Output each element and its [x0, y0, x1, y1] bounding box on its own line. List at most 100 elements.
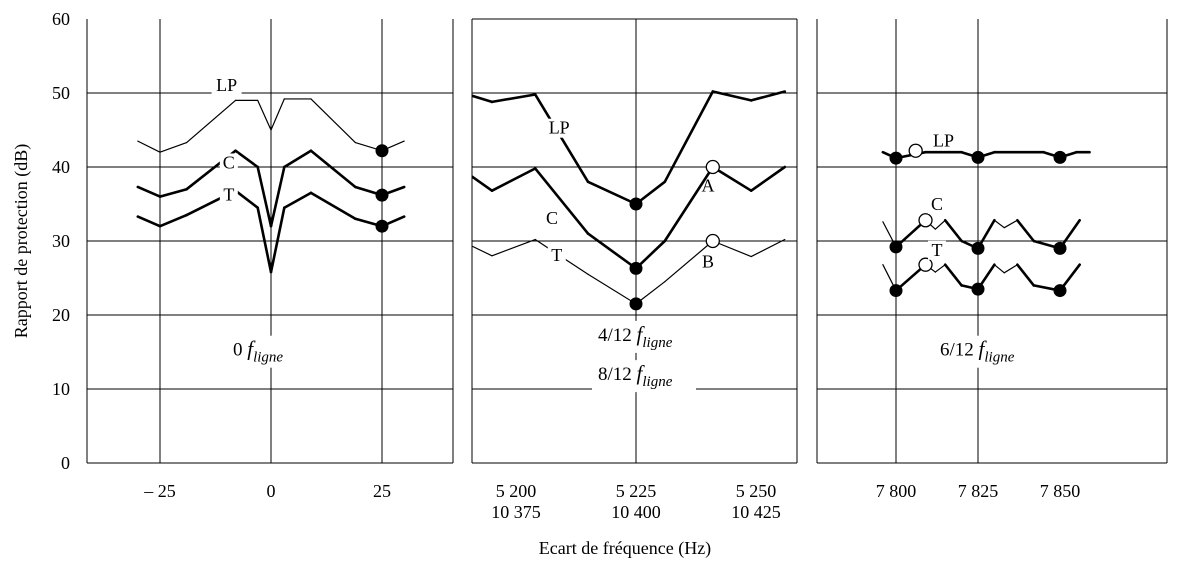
open-marker — [918, 213, 933, 228]
series-segment — [749, 165, 787, 192]
series-label-bg — [544, 118, 575, 138]
series-segment — [993, 219, 1005, 229]
series-label-lp: LP — [216, 75, 237, 95]
y-tick-label: 0 — [61, 453, 70, 473]
filled-marker — [629, 261, 643, 275]
filled-marker — [1053, 284, 1067, 298]
x-tick-label: 7 800 — [876, 481, 917, 501]
frequency-note: 4/12 fligne — [598, 322, 673, 351]
series-segment — [309, 149, 357, 189]
open-marker — [908, 143, 923, 158]
x-tick-label: 5 200 — [496, 481, 537, 501]
series-segment — [586, 180, 638, 206]
series-segment — [749, 90, 787, 102]
filled-marker — [971, 150, 985, 164]
note-subscript: ligne — [642, 335, 672, 351]
series-segment — [1016, 218, 1036, 243]
series-label-lp: LP — [549, 118, 570, 138]
series-segment — [472, 174, 494, 192]
series-segment — [159, 141, 188, 153]
grid-layer — [86, 18, 1168, 464]
annotation-b: B — [702, 252, 714, 272]
series-segment — [283, 149, 313, 169]
annotation-a: A — [702, 176, 715, 196]
series-label-bg — [928, 240, 946, 260]
series-label-c: C — [546, 208, 558, 228]
series-label-t: T — [932, 240, 943, 260]
filled-marker — [629, 297, 643, 311]
x-tick-label: 10 425 — [731, 502, 781, 522]
note-bg — [934, 335, 1038, 368]
series-c — [136, 149, 406, 228]
text-layer: 0 10 20 30 40 50 60 Rapport de protection (dB) E… — [11, 9, 1080, 559]
series-label-bg — [543, 208, 561, 228]
y-tick-label: 40 — [52, 157, 70, 177]
series-label-bg — [219, 185, 238, 205]
series-segment — [943, 263, 963, 287]
series-segment — [256, 165, 273, 228]
x-axis-title: Ecart de fréquence (Hz) — [539, 538, 711, 559]
series-label-bg — [928, 131, 959, 151]
series-segment — [158, 213, 188, 228]
series-segment — [490, 93, 537, 104]
series-segment — [993, 264, 1005, 274]
note-bg — [227, 335, 331, 368]
series-segment — [634, 239, 667, 270]
filled-marker — [889, 284, 903, 298]
x-tick-label: 7 850 — [1040, 481, 1081, 501]
series-segment — [269, 206, 286, 274]
filled-marker — [375, 144, 389, 158]
series-segment — [136, 215, 162, 228]
series-segment — [711, 165, 753, 192]
series-t — [472, 238, 786, 305]
y-tick-label: 10 — [52, 379, 70, 399]
series-lp — [137, 98, 405, 153]
series-c — [472, 165, 787, 270]
series-layer — [136, 90, 1091, 305]
note-prefix: 0 — [233, 340, 247, 361]
series-lp — [472, 90, 787, 206]
series-segment — [186, 99, 237, 144]
series-segment — [283, 191, 313, 209]
markers-layer — [375, 143, 1067, 311]
series-segment — [472, 94, 494, 104]
series-label-t: T — [551, 245, 562, 265]
series-segment — [234, 189, 259, 209]
x-tick-label: 10 400 — [611, 502, 661, 522]
filled-marker — [971, 241, 985, 255]
series-label-bg — [219, 153, 238, 173]
open-marker — [705, 159, 720, 175]
series-label-c: C — [931, 194, 943, 214]
note-f: f — [247, 337, 256, 361]
frequency-note: 0 fligne — [233, 337, 283, 366]
series-label-bg — [211, 75, 242, 95]
y-tick-label: 50 — [52, 83, 70, 103]
filled-marker — [375, 219, 389, 233]
series-segment — [750, 238, 786, 258]
note-prefix: 6/12 — [940, 340, 979, 361]
series-segment — [472, 245, 493, 257]
series-segment — [256, 206, 273, 274]
series-segment — [136, 185, 162, 198]
y-tick-label: 20 — [52, 305, 70, 325]
series-segment — [934, 219, 946, 230]
series-segment — [137, 140, 161, 153]
series-segment — [310, 98, 356, 144]
note-subscript: ligne — [253, 350, 283, 366]
series-segment — [664, 240, 714, 283]
series-segment — [711, 90, 753, 102]
series-segment — [1003, 219, 1018, 229]
y-axis-title: Rapport de protection (dB) — [11, 144, 32, 338]
series-segment — [663, 90, 715, 184]
note-f: f — [979, 337, 988, 361]
frequency-note: 6/12 fligne — [940, 337, 1015, 366]
filled-marker — [629, 197, 643, 211]
note-subscript: ligne — [642, 374, 672, 390]
series-segment — [586, 232, 638, 270]
y-tick-label: 30 — [52, 231, 70, 251]
x-tick-label: 10 375 — [491, 502, 541, 522]
note-prefix: 4/12 — [598, 325, 637, 346]
series-segment — [270, 98, 285, 131]
